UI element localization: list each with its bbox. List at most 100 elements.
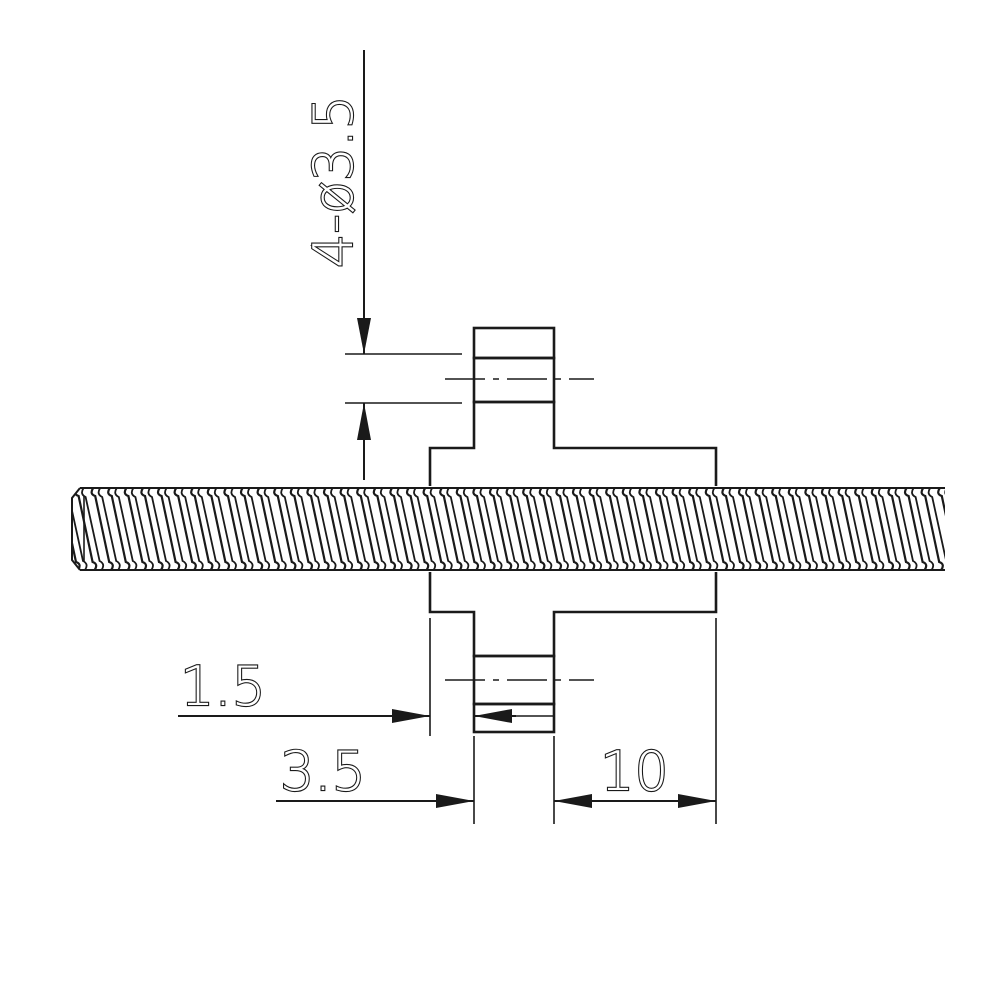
thread-turn-back xyxy=(280,488,304,570)
thread-turn-back xyxy=(811,488,835,570)
hole-callout: 4-ø3.5 xyxy=(301,50,462,480)
extension-lines xyxy=(429,618,717,824)
thread-turn-back xyxy=(678,488,702,570)
thread-turn-back xyxy=(861,488,885,570)
thread-turn-back xyxy=(180,488,204,570)
thread-turn-back xyxy=(97,488,121,570)
dimension-10-label: 10 xyxy=(600,740,669,803)
thread-turn xyxy=(870,488,895,570)
thread-turn xyxy=(322,488,347,570)
thread-turn-back xyxy=(263,488,287,570)
thread-turn-back xyxy=(612,488,636,570)
thread-turn xyxy=(273,488,297,570)
thread-turn xyxy=(239,488,264,570)
thread-turn-back xyxy=(230,488,254,570)
thread-turn xyxy=(505,488,529,570)
thread-turn-back xyxy=(778,488,802,570)
thread-turn xyxy=(339,488,363,570)
thread-turn xyxy=(439,488,463,570)
dimension-10: 10 xyxy=(554,739,716,808)
thread-turn-back xyxy=(828,488,852,570)
thread-turn-back xyxy=(313,488,337,570)
thread-turn xyxy=(405,488,430,570)
callout-arrow-up xyxy=(357,403,371,440)
thread-turn-back xyxy=(413,488,437,570)
thread-turn-back xyxy=(197,488,221,570)
thread-turn xyxy=(256,488,280,570)
rod-outline xyxy=(71,487,945,571)
thread-turn xyxy=(389,488,413,570)
thread-turn xyxy=(472,488,496,570)
thread-turn-back xyxy=(446,488,470,570)
thread-turn xyxy=(123,488,148,570)
thread-turn-back xyxy=(745,488,769,570)
thread-turn xyxy=(173,488,197,570)
thread-turn-back xyxy=(346,488,370,570)
thread-turn xyxy=(688,488,712,570)
dimension-1-5-label: 1.5 xyxy=(180,655,266,718)
thread-turn-back xyxy=(944,488,945,570)
thread-turn xyxy=(140,488,164,570)
thread-turn xyxy=(671,488,695,570)
thread-turn xyxy=(522,488,546,570)
thread-turn xyxy=(422,488,446,570)
thread-turn xyxy=(190,488,214,570)
thread-turn xyxy=(754,488,778,570)
thread-turn xyxy=(638,488,662,570)
thread-turn-back xyxy=(72,488,88,570)
thread-turn xyxy=(955,488,976,570)
thread-turn xyxy=(854,488,878,570)
thread-turn xyxy=(704,488,729,570)
thread-turn xyxy=(654,488,679,570)
thread-turn xyxy=(372,488,397,570)
thread-turn-back xyxy=(695,488,719,570)
thread-turn-back xyxy=(844,488,868,570)
thread-turn xyxy=(488,488,513,570)
thread-turn-back xyxy=(595,488,619,570)
thread-turn-back xyxy=(628,488,652,570)
upper-flange-hole xyxy=(472,356,556,404)
thread-turn xyxy=(787,488,812,570)
thread-turn-back xyxy=(927,488,945,570)
thread-turn xyxy=(804,488,828,570)
thread-turn-back xyxy=(529,488,553,570)
dimension-3-5-label: 3.5 xyxy=(280,740,366,803)
nut-body xyxy=(428,326,718,734)
thread-turn-back xyxy=(479,488,503,570)
thread-turn-back xyxy=(512,488,536,570)
thread-turn-back xyxy=(962,488,983,570)
thread-turn-back xyxy=(711,488,735,570)
thread-turn xyxy=(920,488,944,570)
hole-callout-label: 4-ø3.5 xyxy=(302,95,365,268)
thread-turn xyxy=(356,488,380,570)
thread-turn-back xyxy=(213,488,237,570)
thread-turn xyxy=(721,488,745,570)
dimension-3-5: 3.5 xyxy=(276,739,474,808)
thread-turn-back xyxy=(330,488,354,570)
thread-turn xyxy=(72,488,81,570)
lower-flange xyxy=(472,702,556,734)
threaded-rod xyxy=(71,486,983,572)
thread-turn-back xyxy=(429,488,453,570)
thread-turn-back xyxy=(247,488,271,570)
thread-turn-back xyxy=(81,488,105,570)
thread-turn-back xyxy=(164,488,188,570)
thread-turn-back xyxy=(296,488,320,570)
thread-turn-back xyxy=(728,488,752,570)
thread-turn-back xyxy=(114,488,138,570)
thread-turn-back xyxy=(363,488,387,570)
hole-center-lines xyxy=(445,378,594,681)
thread-turn-back xyxy=(911,488,935,570)
thread-turn-back xyxy=(894,488,918,570)
thread-turn-back xyxy=(379,488,403,570)
thread-turn-back xyxy=(645,488,669,570)
thread-turn-back xyxy=(877,488,901,570)
thread-turn xyxy=(820,488,845,570)
thread-turn-back xyxy=(662,488,686,570)
thread-turn-back xyxy=(761,488,785,570)
thread-turn xyxy=(455,488,480,570)
upper-flange xyxy=(472,326,556,360)
dimension-1-5: 1.5 xyxy=(178,654,516,723)
thread-turn-back xyxy=(147,488,171,570)
